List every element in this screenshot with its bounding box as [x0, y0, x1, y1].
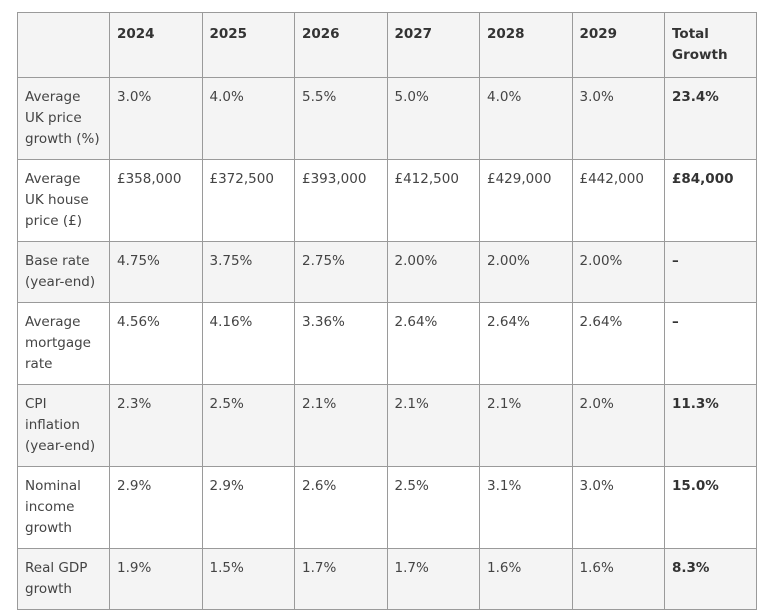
table-cell: £372,500	[201, 159, 295, 242]
table-cell: 3.0%	[109, 77, 203, 160]
table-cell: 2.64%	[479, 302, 573, 385]
table-cell: 2.6%	[294, 466, 388, 549]
table-cell: 1.9%	[109, 548, 203, 610]
row-label: Average mortgage rate	[17, 302, 110, 385]
table-row: Nominal income growth 2.9% 2.9% 2.6% 2.5…	[17, 466, 757, 549]
table-cell: 2.9%	[109, 466, 203, 549]
header-cell-2029: 2029	[571, 12, 665, 78]
table-cell: 4.16%	[201, 302, 295, 385]
header-cell-2025: 2025	[201, 12, 295, 78]
table-cell: 3.36%	[294, 302, 388, 385]
table-cell: 2.00%	[571, 241, 665, 303]
table-cell: £412,500	[386, 159, 480, 242]
table-cell: 2.1%	[386, 384, 480, 467]
header-cell-total-growth: Total Growth	[664, 12, 757, 78]
table-cell: 2.3%	[109, 384, 203, 467]
table-cell: 3.0%	[571, 466, 665, 549]
table-cell: £358,000	[109, 159, 203, 242]
total-cell: 23.4%	[664, 77, 757, 160]
table-row: CPI inflation (year-end) 2.3% 2.5% 2.1% …	[17, 384, 757, 467]
table-row: Average UK house price (£) £358,000 £372…	[17, 159, 757, 242]
table-cell: 2.64%	[386, 302, 480, 385]
table-cell: 2.1%	[479, 384, 573, 467]
table-cell: 2.5%	[386, 466, 480, 549]
table-cell: £442,000	[571, 159, 665, 242]
table-row: Base rate (year-end) 4.75% 3.75% 2.75% 2…	[17, 241, 757, 303]
table-cell: 4.0%	[201, 77, 295, 160]
total-cell: 11.3%	[664, 384, 757, 467]
row-label: Nominal income growth	[17, 466, 110, 549]
header-cell-2026: 2026	[294, 12, 388, 78]
row-label: Average UK house price (£)	[17, 159, 110, 242]
table-cell: 4.56%	[109, 302, 203, 385]
table-cell: 4.75%	[109, 241, 203, 303]
total-cell: –	[664, 302, 757, 385]
table-row: Average UK price growth (%) 3.0% 4.0% 5.…	[17, 77, 757, 160]
header-cell-2028: 2028	[479, 12, 573, 78]
table-cell: 1.5%	[201, 548, 295, 610]
total-cell: £84,000	[664, 159, 757, 242]
total-cell: –	[664, 241, 757, 303]
table-row: Real GDP growth 1.9% 1.5% 1.7% 1.7% 1.6%…	[17, 548, 757, 610]
table-cell: 3.1%	[479, 466, 573, 549]
table-cell: 1.6%	[571, 548, 665, 610]
table-cell: 2.5%	[201, 384, 295, 467]
table-cell: 1.6%	[479, 548, 573, 610]
total-cell: 15.0%	[664, 466, 757, 549]
forecast-table: 2024 2025 2026 2027 2028 2029 Total Grow…	[17, 12, 757, 610]
table-cell: 2.0%	[571, 384, 665, 467]
table-cell: 1.7%	[294, 548, 388, 610]
header-cell-2027: 2027	[386, 12, 480, 78]
table-cell: 2.75%	[294, 241, 388, 303]
table-row: Average mortgage rate 4.56% 4.16% 3.36% …	[17, 302, 757, 385]
row-label: Base rate (year-end)	[17, 241, 110, 303]
table-cell: 2.00%	[479, 241, 573, 303]
table-cell: £393,000	[294, 159, 388, 242]
table-cell: 2.64%	[571, 302, 665, 385]
table-cell: 2.9%	[201, 466, 295, 549]
header-cell-empty	[17, 12, 110, 78]
total-cell: 8.3%	[664, 548, 757, 610]
header-cell-2024: 2024	[109, 12, 203, 78]
table-cell: 5.0%	[386, 77, 480, 160]
table-cell: 1.7%	[386, 548, 480, 610]
table-cell: 4.0%	[479, 77, 573, 160]
table-cell: 2.1%	[294, 384, 388, 467]
table-cell: £429,000	[479, 159, 573, 242]
table-cell: 3.75%	[201, 241, 295, 303]
table-cell: 2.00%	[386, 241, 480, 303]
row-label: CPI inflation (year-end)	[17, 384, 110, 467]
table-cell: 3.0%	[571, 77, 665, 160]
row-label: Real GDP growth	[17, 548, 110, 610]
table-cell: 5.5%	[294, 77, 388, 160]
row-label: Average UK price growth (%)	[17, 77, 110, 160]
header-row: 2024 2025 2026 2027 2028 2029 Total Grow…	[17, 12, 757, 78]
